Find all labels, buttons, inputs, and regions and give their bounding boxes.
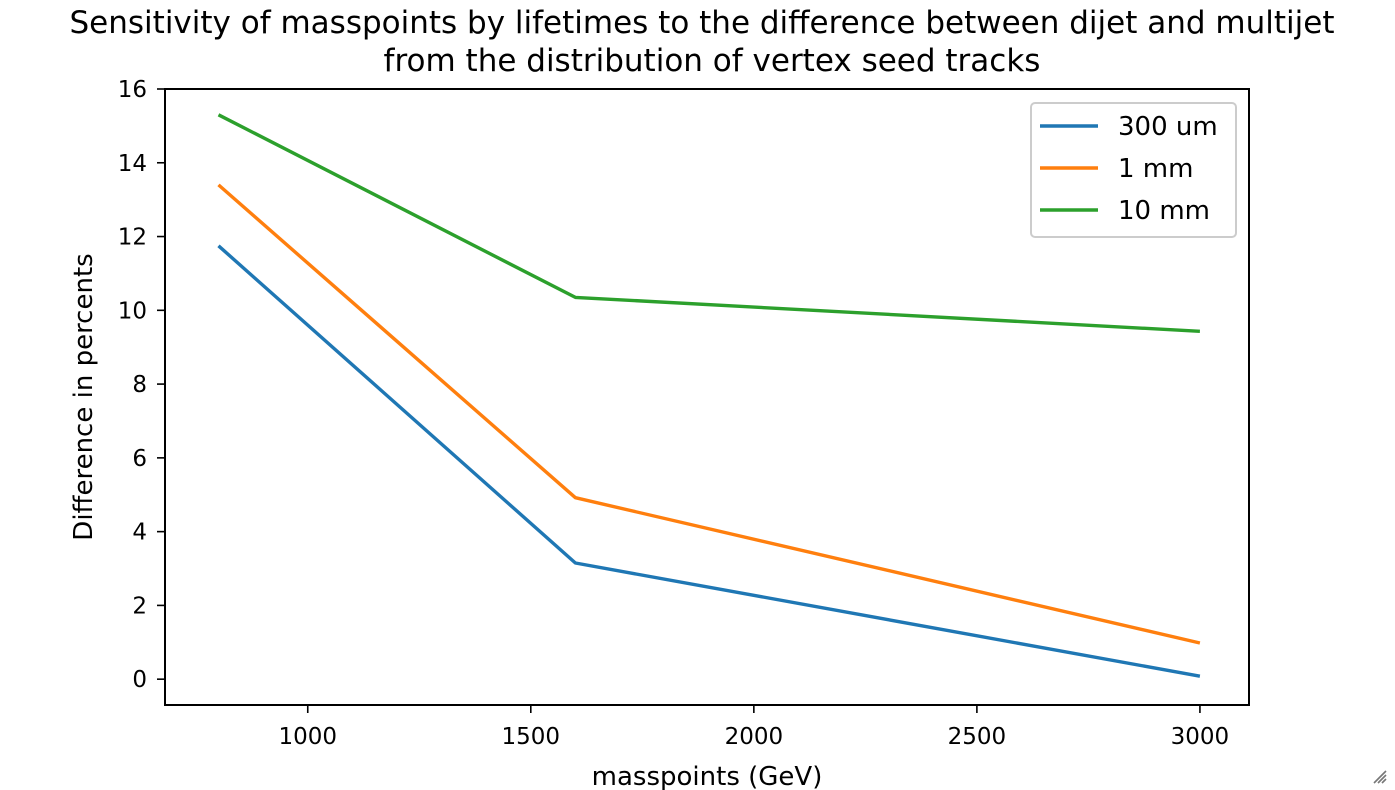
plot-area [164, 88, 1250, 706]
legend-box [1030, 102, 1237, 238]
y-axis-label: Difference in percents [69, 253, 99, 540]
legend-label-1: 300 um [1118, 112, 1218, 142]
x-tick-label: 2000 [725, 724, 784, 750]
x-tick-label: 3000 [1171, 724, 1230, 750]
chart-title-line-1: Sensitivity of masspoints by lifetimes t… [70, 5, 1335, 41]
y-tick-label: 2 [132, 593, 147, 619]
plot-frame [164, 88, 1250, 706]
y-tick-label: 12 [118, 225, 147, 251]
y-tick-label: 16 [118, 77, 147, 103]
resize-grip-icon[interactable] [1371, 768, 1387, 784]
chart-title-line-2: from the distribution of vertex seed tra… [384, 43, 1041, 79]
y-tick-label: 8 [132, 372, 147, 398]
x-axis: 1000 1500 2000 2500 3000 [278, 705, 1229, 750]
x-tick-label: 2500 [948, 724, 1007, 750]
y-tick-label: 6 [132, 446, 147, 472]
y-tick-label: 4 [132, 520, 147, 546]
series-line-1 [217, 244, 1201, 678]
y-axis: 0 2 4 6 8 10 12 14 16 [118, 77, 165, 693]
y-tick-label: 0 [132, 667, 147, 693]
series-line-2 [217, 183, 1201, 645]
y-tick-label: 14 [118, 151, 147, 177]
legend-label-3: 10 mm [1118, 196, 1210, 226]
x-axis-label: masspoints (GeV) [592, 762, 823, 790]
x-tick-label: 1500 [502, 724, 561, 750]
y-tick-label: 10 [118, 298, 147, 324]
legend: 300 um 1 mm 10 mm [1030, 102, 1237, 238]
x-tick-label: 1000 [278, 724, 337, 750]
series-lines [217, 113, 1201, 678]
series-line-3 [217, 113, 1200, 333]
legend-label-2: 1 mm [1118, 154, 1193, 184]
